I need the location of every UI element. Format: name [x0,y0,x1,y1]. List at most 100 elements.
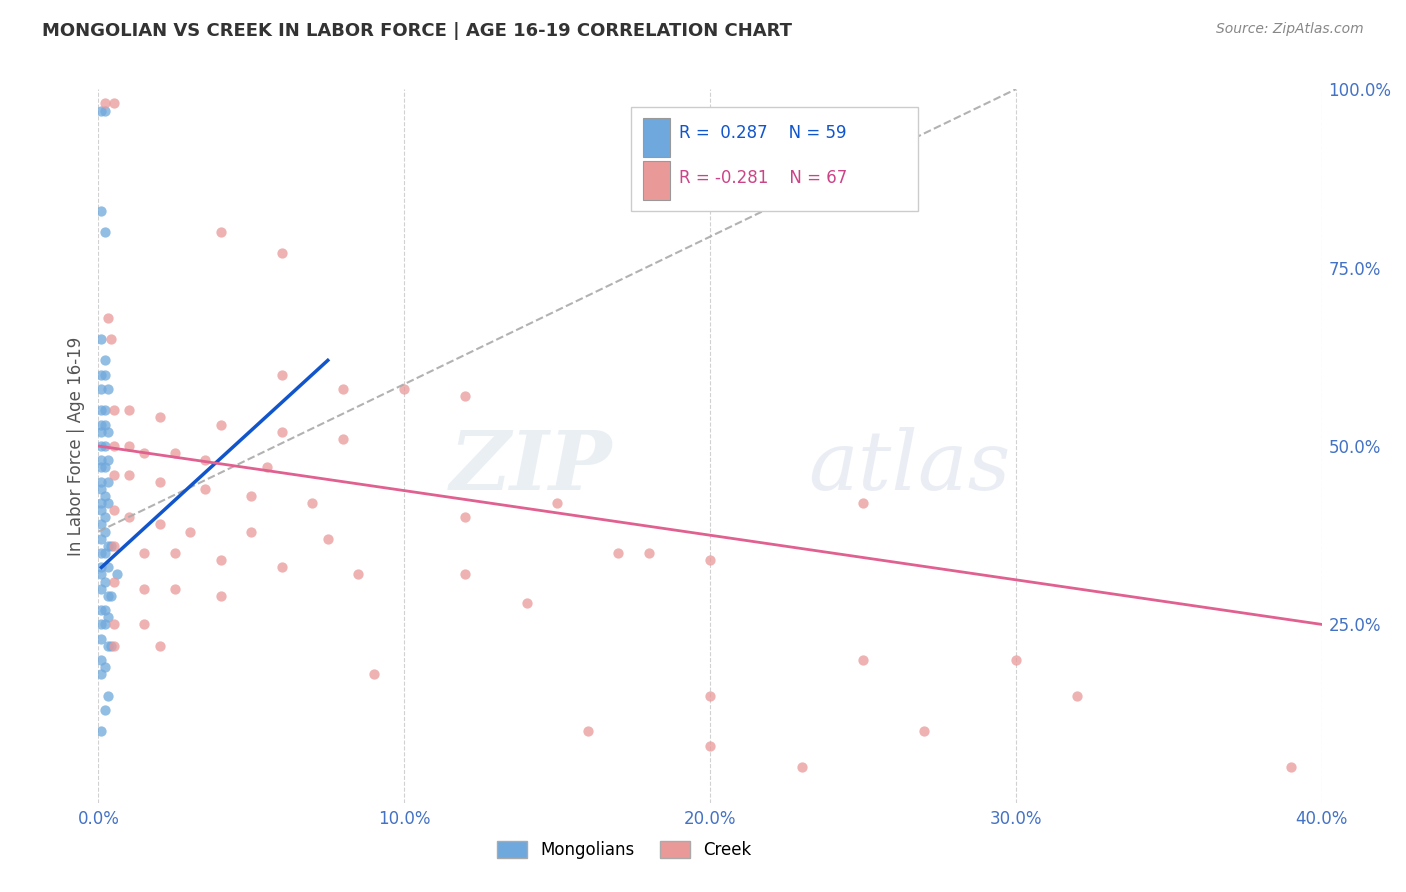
Point [194,453,217,467]
Point [90,560,112,574]
Point [93,103,115,118]
Point [97,610,120,624]
FancyBboxPatch shape [630,107,918,211]
Point [270,246,294,260]
Point [90,582,112,596]
Point [90,368,112,382]
Point [546,496,568,510]
Point [97,425,120,439]
Point [134,617,156,632]
Point [90,653,112,667]
Point [90,403,112,417]
Point [454,389,477,403]
Point [209,225,232,239]
Point [699,689,721,703]
Point [90,532,112,546]
Point [93,353,115,368]
Point [90,103,112,118]
Point [134,546,156,560]
Point [209,417,232,432]
Point [97,382,120,396]
Point [90,460,112,475]
Point [347,567,370,582]
Point [97,453,120,467]
Point [699,739,721,753]
Point [270,425,294,439]
Point [790,760,813,774]
Point [1279,760,1302,774]
Point [93,417,115,432]
Point [256,460,278,475]
Point [93,524,115,539]
Point [93,460,115,475]
Point [90,482,112,496]
Legend: Mongolians, Creek: Mongolians, Creek [491,834,758,866]
Point [118,510,141,524]
Point [103,467,125,482]
Point [301,496,323,510]
Point [97,639,120,653]
Point [90,425,112,439]
Point [90,617,112,632]
Point [118,403,141,417]
Point [90,603,112,617]
Point [100,332,122,346]
Point [97,589,120,603]
Point [163,582,186,596]
Point [607,546,630,560]
Point [1004,653,1026,667]
Point [332,382,354,396]
Point [93,603,115,617]
Point [149,517,172,532]
Point [90,667,112,681]
Point [103,574,125,589]
Point [93,574,115,589]
Bar [643,118,669,157]
Point [454,510,477,524]
Point [134,446,156,460]
Point [363,667,385,681]
Point [270,368,294,382]
Point [93,96,115,111]
Point [93,546,115,560]
Point [100,539,122,553]
Point [332,432,354,446]
Point [90,332,112,346]
Point [118,467,141,482]
Point [316,532,339,546]
Point [93,403,115,417]
Point [179,524,201,539]
Point [90,417,112,432]
Point [90,439,112,453]
Point [90,567,112,582]
Point [240,489,263,503]
Text: MONGOLIAN VS CREEK IN LABOR FORCE | AGE 16-19 CORRELATION CHART: MONGOLIAN VS CREEK IN LABOR FORCE | AGE … [42,22,792,40]
Point [103,503,125,517]
Point [90,453,112,467]
Point [100,589,122,603]
Point [194,482,217,496]
Y-axis label: In Labor Force | Age 16-19: In Labor Force | Age 16-19 [66,336,84,556]
Bar [643,161,669,200]
Point [90,517,112,532]
Point [576,724,599,739]
Point [852,653,875,667]
Point [163,546,186,560]
Point [97,310,120,325]
Point [97,560,120,574]
Point [163,446,186,460]
Point [134,582,156,596]
Point [209,589,232,603]
Point [97,539,120,553]
Point [103,403,125,417]
Point [912,724,935,739]
Point [103,439,125,453]
Point [93,439,115,453]
Point [90,382,112,396]
Point [93,510,115,524]
Point [90,496,112,510]
Point [209,553,232,567]
Text: R = -0.281    N = 67: R = -0.281 N = 67 [679,169,848,187]
Point [149,475,172,489]
Point [90,724,112,739]
